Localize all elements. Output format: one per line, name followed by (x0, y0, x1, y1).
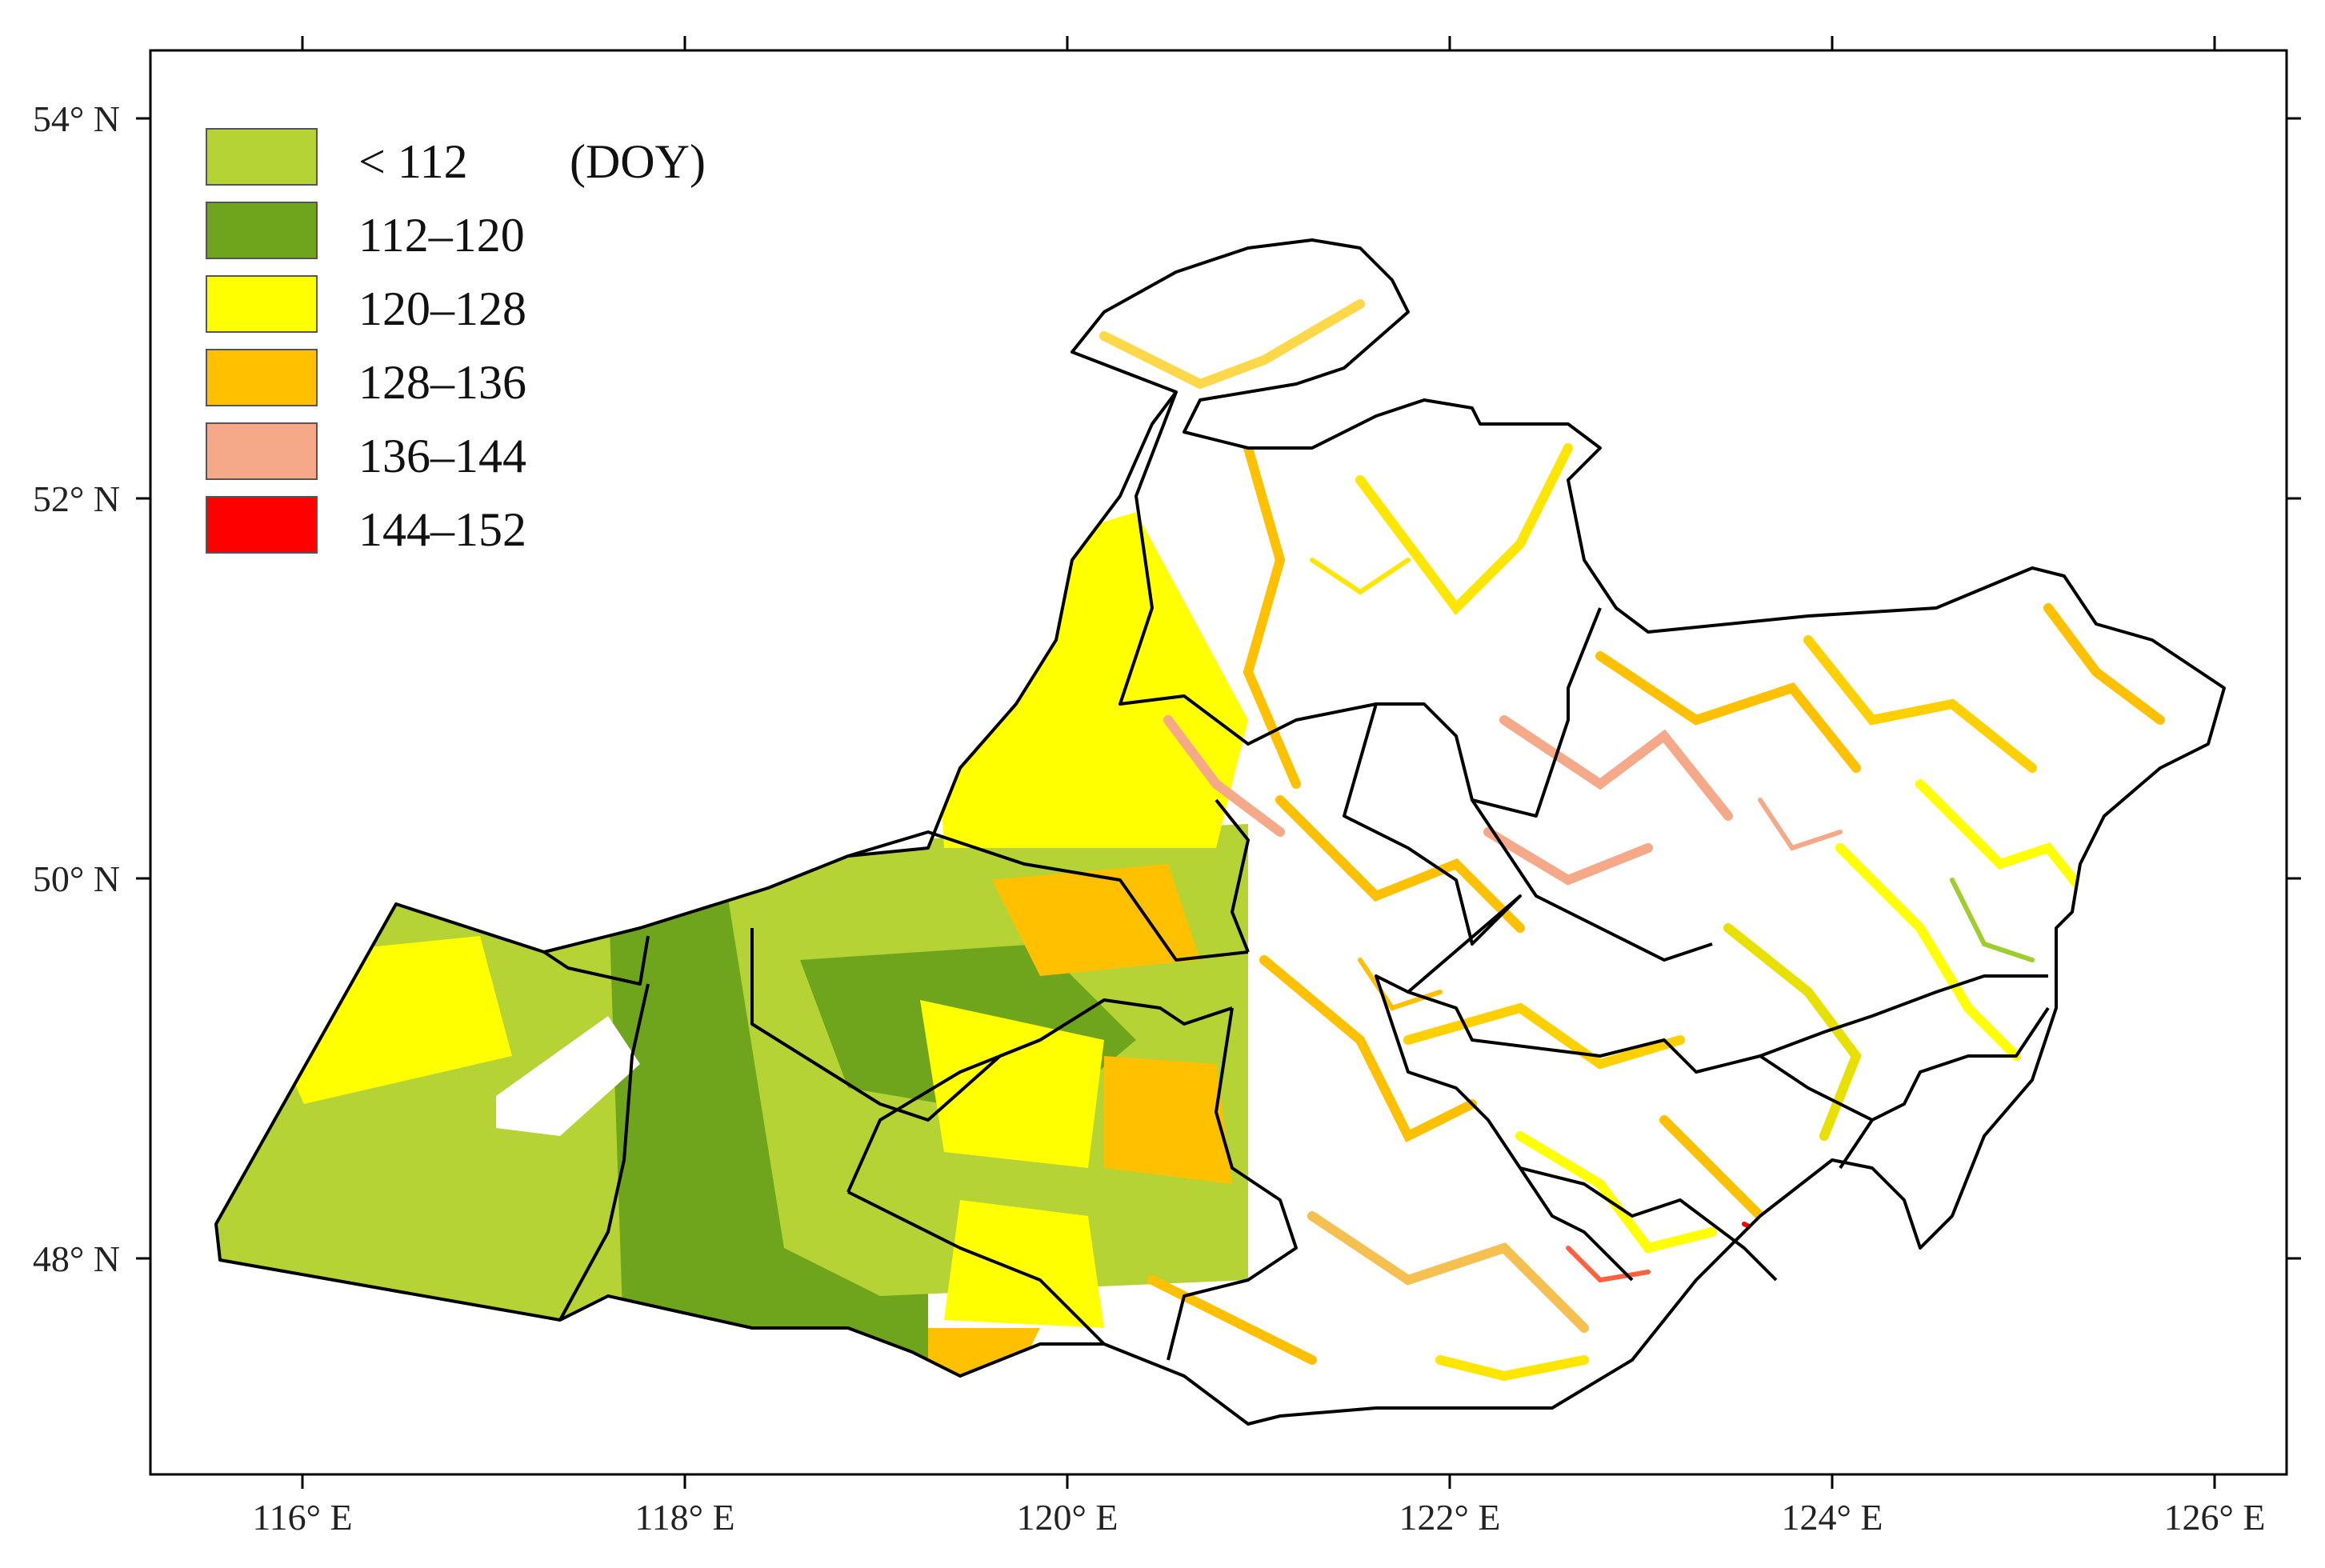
y-tick-label-54: 54° N (33, 98, 120, 139)
x-tick-label-122: 122° E (1399, 1497, 1501, 1538)
y-tick-labels: 54° N 52° N 50° N 48° N (33, 98, 120, 1279)
legend-label-144-152: 144–152 (358, 503, 526, 556)
legend-swatch-lt112 (206, 128, 318, 186)
legend: < 112 (DOY) 112–120 120–128 128–136 136–… (206, 128, 706, 556)
legend-unit-label: (DOY) (570, 135, 706, 188)
x-tick-label-120: 120° E (1017, 1497, 1118, 1538)
x-tick-label-124: 124° E (1782, 1497, 1883, 1538)
x-tick-labels: 116° E 118° E 120° E 122° E 124° E 126° … (252, 1497, 2265, 1538)
axis-ticks (136, 36, 2301, 1489)
legend-swatch-112-120 (206, 202, 318, 259)
x-tick-label-126: 126° E (2164, 1497, 2266, 1538)
legend-swatch-128-136 (206, 349, 318, 406)
x-tick-label-118: 118° E (634, 1497, 734, 1538)
y-tick-label-48: 48° N (33, 1238, 120, 1279)
legend-swatch-120-128 (206, 275, 318, 333)
legend-swatch-136-144 (206, 422, 318, 480)
x-tick-label-116: 116° E (252, 1497, 352, 1538)
region-boundaries (214, 238, 2226, 1426)
legend-swatch-144-152 (206, 496, 318, 554)
legend-label-136-144: 136–144 (358, 430, 526, 482)
legend-label-128-136: 128–136 (358, 356, 526, 409)
legend-label-112-120: 112–120 (358, 209, 525, 262)
legend-label-120-128: 120–128 (358, 282, 526, 335)
legend-label-lt112: < 112 (358, 135, 468, 188)
y-tick-label-50: 50° N (33, 858, 120, 899)
y-tick-label-52: 52° N (33, 478, 120, 519)
